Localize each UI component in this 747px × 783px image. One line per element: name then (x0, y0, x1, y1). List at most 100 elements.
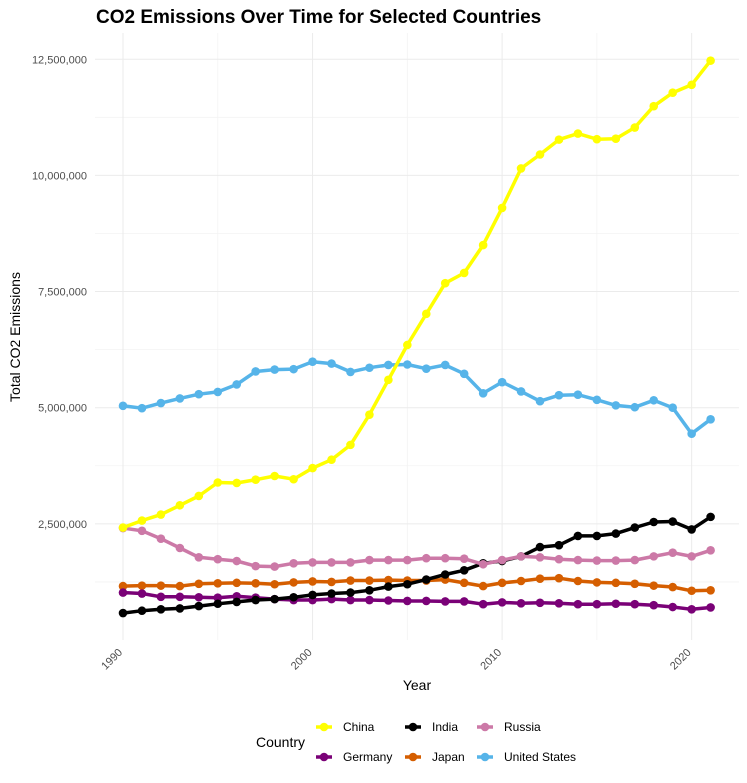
data-point-india (137, 606, 147, 616)
data-point-russia (611, 556, 621, 565)
data-point-india (327, 589, 336, 598)
data-point-japan (156, 581, 166, 590)
data-point-united-states (611, 401, 621, 410)
data-point-germany (478, 599, 488, 609)
data-point-japan (365, 576, 374, 585)
data-point-germany (573, 599, 583, 609)
y-axis-title: Total CO2 Emissions (7, 272, 23, 402)
data-point-japan (289, 578, 298, 587)
data-point-germany (440, 597, 450, 606)
chart-title: CO2 Emissions Over Time for Selected Cou… (96, 7, 541, 28)
data-point-japan (478, 581, 488, 591)
data-point-united-states (668, 403, 677, 413)
data-point-united-states (346, 367, 355, 377)
data-point-russia (497, 555, 507, 565)
data-point-china (497, 203, 507, 213)
series-united-states (118, 357, 715, 439)
data-point-china (365, 410, 374, 419)
data-point-united-states (289, 364, 298, 374)
data-point-china (308, 463, 317, 473)
data-point-china (421, 309, 431, 319)
data-point-india (175, 604, 185, 613)
data-point-united-states (365, 363, 374, 373)
data-point-russia (194, 553, 204, 562)
data-point-united-states (403, 360, 412, 369)
data-point-india (554, 540, 564, 550)
data-point-india (687, 525, 696, 534)
data-point-india (232, 597, 242, 607)
legend-item-russia: Russia (477, 720, 541, 734)
data-point-japan (137, 581, 147, 590)
data-point-india (611, 529, 621, 538)
legend-key-point (319, 752, 329, 762)
data-point-japan (194, 579, 204, 589)
data-point-russia (384, 555, 393, 565)
data-point-china (232, 478, 242, 488)
legend-label: China (343, 720, 375, 734)
data-point-germany (459, 597, 469, 606)
data-point-united-states (251, 367, 260, 376)
data-point-germany (403, 596, 412, 606)
data-point-germany (706, 603, 715, 612)
legend-label: Russia (504, 720, 541, 734)
data-point-united-states (535, 396, 545, 406)
data-point-russia (213, 554, 223, 564)
legend-item-germany: Germany (316, 750, 392, 764)
y-tick-label: 10,000,000 (32, 170, 87, 182)
data-point-germany (668, 602, 677, 612)
y-tick-label: 5,000,000 (38, 403, 87, 415)
data-point-germany (365, 595, 374, 605)
data-point-japan (232, 578, 242, 588)
data-point-russia (270, 562, 279, 571)
data-point-russia (535, 553, 545, 562)
data-point-united-states (232, 380, 242, 389)
data-point-russia (630, 555, 640, 565)
x-tick-label: 2010 (478, 647, 504, 673)
legend-label: United States (504, 750, 576, 764)
data-point-china (535, 150, 545, 159)
data-point-russia (516, 552, 526, 561)
data-point-china (251, 475, 260, 485)
data-point-china (440, 278, 450, 288)
data-point-japan (630, 579, 640, 589)
data-point-china (156, 510, 166, 519)
data-point-india (213, 599, 223, 609)
data-point-japan (308, 577, 317, 586)
data-point-russia (649, 552, 659, 561)
data-point-india (270, 594, 279, 604)
legend-key-point (408, 752, 418, 762)
series-layer (118, 56, 715, 618)
data-point-russia (137, 526, 147, 536)
series-line-germany (121, 590, 713, 612)
data-point-germany (137, 589, 147, 598)
x-tick-label: 2020 (668, 647, 694, 673)
data-point-japan (175, 581, 185, 591)
legend-key-point (480, 752, 490, 762)
data-point-japan (327, 577, 336, 587)
data-point-united-states (592, 395, 602, 405)
data-point-united-states (308, 357, 317, 367)
data-point-china (289, 474, 298, 484)
data-point-india (308, 590, 317, 600)
data-point-russia (668, 548, 677, 557)
data-point-china (270, 471, 279, 481)
data-point-united-states (497, 377, 507, 387)
data-point-russia (573, 555, 583, 565)
data-point-germany (194, 592, 204, 602)
data-point-united-states (630, 402, 640, 412)
data-point-china (668, 88, 677, 98)
data-point-japan (573, 576, 583, 586)
data-point-united-states (706, 415, 715, 424)
data-point-india (649, 517, 659, 527)
data-point-russia (289, 559, 298, 568)
data-point-germany (497, 598, 507, 607)
data-point-india (459, 566, 469, 575)
data-point-india (346, 588, 355, 597)
data-point-india (403, 579, 412, 589)
data-point-china (611, 134, 621, 143)
data-point-india (421, 575, 431, 584)
data-point-china (554, 135, 564, 144)
data-point-india (706, 512, 715, 522)
data-point-united-states (384, 360, 393, 370)
data-point-china (327, 455, 336, 465)
